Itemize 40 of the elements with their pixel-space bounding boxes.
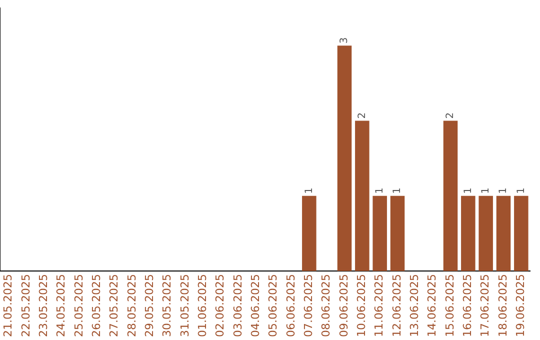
x-tick-label: 14.06.2025 [426, 274, 439, 338]
x-tick-label: 10.06.2025 [355, 274, 368, 338]
x-tick-label: 03.06.2025 [231, 274, 244, 338]
x-tick-label: 02.06.2025 [214, 274, 227, 338]
x-tick-label: 21.05.2025 [2, 274, 15, 338]
x-tick-label: 17.06.2025 [478, 274, 492, 338]
x-tick-label: 13.06.2025 [408, 274, 422, 338]
x-tick-label: 31.05.2025 [178, 274, 192, 338]
data-label: 1 [374, 187, 386, 194]
x-tick-label: 16.06.2025 [461, 274, 474, 338]
x-tick-label: 30.05.2025 [160, 274, 174, 338]
x-tick-label: 23.05.2025 [37, 274, 50, 338]
data-label: 1 [480, 187, 492, 194]
x-tick-label: 26.05.2025 [90, 274, 104, 338]
x-tick-label: 19.06.2025 [514, 274, 528, 338]
x-tick-label: 12.06.2025 [390, 274, 404, 338]
x-tick-label: 15.06.2025 [443, 274, 456, 338]
data-label: 1 [498, 187, 510, 194]
data-label: 1 [304, 187, 315, 194]
x-tick-label: 04.06.2025 [249, 274, 262, 338]
x-tick-label: 25.05.2025 [72, 274, 86, 338]
data-label: 3 [339, 37, 350, 44]
data-label: 1 [516, 187, 527, 194]
data-label: 1 [462, 187, 474, 194]
x-tick-label: 07.06.2025 [302, 274, 316, 338]
data-label: 2 [356, 112, 368, 119]
x-tick-label: 22.05.2025 [19, 274, 32, 338]
x-tick-label: 28.05.2025 [125, 274, 138, 338]
x-tick-label: 29.05.2025 [143, 274, 156, 338]
x-tick-label: 01.06.2025 [196, 274, 210, 338]
x-tick-label: 06.06.2025 [284, 274, 298, 338]
data-label: 1 [392, 187, 404, 194]
x-tick-label: 08.06.2025 [320, 274, 333, 338]
x-tick-label: 24.05.2025 [54, 274, 68, 338]
data-label: 2 [445, 112, 456, 119]
x-tick-label: 27.05.2025 [108, 274, 121, 338]
x-tick-label: 05.06.2025 [266, 274, 280, 338]
x-tick-label: 11.06.2025 [372, 274, 386, 338]
x-tick-label: 09.06.2025 [337, 274, 350, 338]
x-tick-label: 18.06.2025 [496, 274, 510, 338]
